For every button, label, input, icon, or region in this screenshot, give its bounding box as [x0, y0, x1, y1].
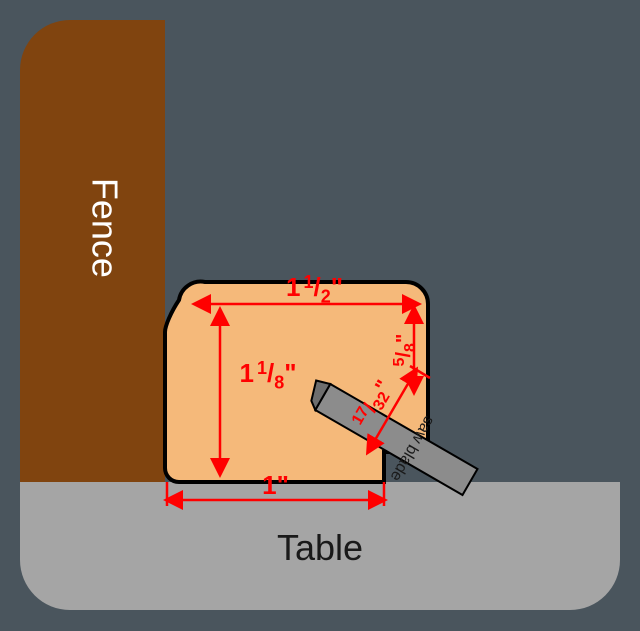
svg-text:1": 1"	[262, 470, 289, 500]
diagram-svg: Table Fence saw blade 11/2" 11/8" 1" 5/8…	[0, 0, 640, 631]
fence: Fence	[20, 20, 165, 482]
svg-text:11/2": 11/2"	[286, 272, 343, 307]
svg-text:11/8": 11/8"	[239, 358, 296, 393]
table-label: Table	[277, 527, 363, 568]
diagram-container: Table Fence saw blade 11/2" 11/8" 1" 5/8…	[0, 0, 640, 631]
fence-label: Fence	[85, 178, 126, 278]
